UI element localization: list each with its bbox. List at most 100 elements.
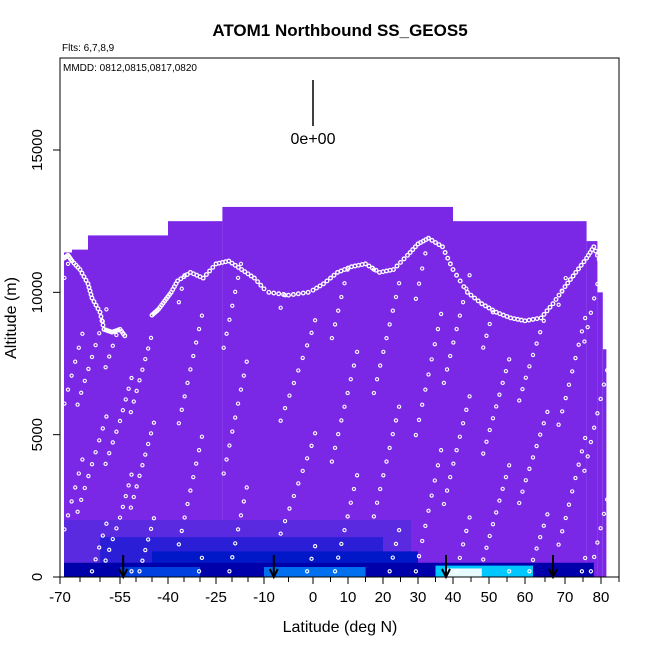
profile-marker <box>103 461 108 467</box>
profile-marker <box>384 459 389 464</box>
profile-marker <box>233 415 238 420</box>
profile-marker <box>396 528 402 533</box>
profile-marker <box>296 368 301 373</box>
track-marker <box>226 258 232 264</box>
profile-marker <box>579 569 585 574</box>
track-marker <box>556 292 562 298</box>
profile-marker <box>329 459 335 464</box>
profile-marker <box>573 355 578 361</box>
profile-marker <box>374 377 380 382</box>
profile-marker <box>128 505 134 510</box>
profile-marker <box>582 339 587 344</box>
track-marker <box>245 271 251 277</box>
track-marker <box>314 285 319 291</box>
profile-marker <box>65 513 71 518</box>
profile-marker <box>563 275 568 281</box>
track-marker <box>565 280 571 286</box>
profile-marker <box>312 318 318 323</box>
profile-marker <box>82 378 87 383</box>
profile-marker <box>507 463 512 468</box>
profile-marker <box>487 427 492 433</box>
profile-marker <box>224 331 229 336</box>
profile-marker <box>517 500 522 506</box>
profile-marker <box>79 497 84 503</box>
profile-marker <box>332 322 338 327</box>
track-marker <box>594 252 600 258</box>
profile-marker <box>143 452 148 457</box>
profile-marker <box>179 286 184 291</box>
profile-marker <box>387 569 392 574</box>
profile-marker <box>520 489 525 494</box>
profile-marker <box>530 455 536 460</box>
profile-marker <box>393 418 399 423</box>
track-marker <box>429 237 435 243</box>
profile-marker <box>191 474 196 480</box>
enhanced-cell-7 <box>446 568 482 577</box>
x-tick-label: 0 <box>309 589 317 606</box>
profile-marker <box>227 443 232 448</box>
track-marker <box>591 244 597 250</box>
x-axis: -70 -55 -40 -25 -10 0 10 20 30 40 50 60 70 80 <box>49 577 620 606</box>
y-tick-label: 0 <box>29 573 46 581</box>
track-marker <box>562 284 568 290</box>
y-tick-label: 5000 <box>29 418 46 451</box>
track-marker <box>324 278 330 284</box>
enhanced-cells <box>64 520 594 577</box>
profile-marker <box>585 324 590 330</box>
profile-marker <box>227 569 232 574</box>
enhanced-cell-4 <box>120 567 200 577</box>
y-axis: 0 5000 10000 15000 <box>29 129 60 581</box>
profile-marker <box>146 441 151 447</box>
profile-marker <box>441 501 447 507</box>
profile-marker <box>230 429 235 434</box>
profile-marker <box>100 319 105 324</box>
profile-marker <box>348 377 353 382</box>
profile-marker <box>413 569 419 574</box>
dates-label: MMDD: 0812,0815,0817,0820 <box>63 63 197 74</box>
profile-marker <box>191 353 196 359</box>
flights-label: Flts: 6,7,8,9 <box>62 43 115 54</box>
profile-marker <box>137 378 142 383</box>
profile-marker <box>151 516 157 521</box>
profile-marker <box>464 528 469 534</box>
x-tick-label: 80 <box>593 589 610 606</box>
track-marker <box>593 248 599 254</box>
profile-marker <box>291 493 297 499</box>
profile-marker <box>457 313 462 318</box>
track-marker <box>490 307 496 313</box>
profile-marker <box>233 289 238 294</box>
track-marker <box>570 273 576 279</box>
track-marker <box>373 267 379 273</box>
plot-frame <box>59 57 620 578</box>
legend-value-label: 0e+00 <box>291 131 336 148</box>
track-marker <box>258 282 264 288</box>
track-marker <box>122 333 128 339</box>
profile-marker <box>497 498 502 503</box>
track-marker <box>538 315 544 321</box>
profile-marker <box>523 375 528 380</box>
profile-marker <box>451 461 456 466</box>
profile-marker <box>438 311 444 317</box>
profile-marker <box>432 478 437 483</box>
profile-marker <box>441 380 447 386</box>
profile-marker <box>117 418 123 424</box>
profile-marker <box>196 448 202 453</box>
profile-marker <box>194 461 199 466</box>
track-marker <box>454 272 460 278</box>
profile-marker <box>128 410 134 415</box>
profile-marker <box>146 537 151 542</box>
profile-marker <box>140 558 145 563</box>
profile-marker <box>507 569 512 574</box>
profile-marker <box>97 438 102 443</box>
profile-marker <box>120 504 126 510</box>
profile-marker <box>296 481 301 486</box>
track-marker <box>95 306 101 312</box>
profile-marker <box>460 300 466 305</box>
field-column-7 <box>597 292 603 577</box>
profile-marker <box>598 396 603 402</box>
track-marker <box>468 292 474 298</box>
profile-marker <box>530 352 536 358</box>
profile-marker <box>566 382 572 387</box>
profile-marker <box>416 554 422 559</box>
profile-marker <box>143 356 148 362</box>
